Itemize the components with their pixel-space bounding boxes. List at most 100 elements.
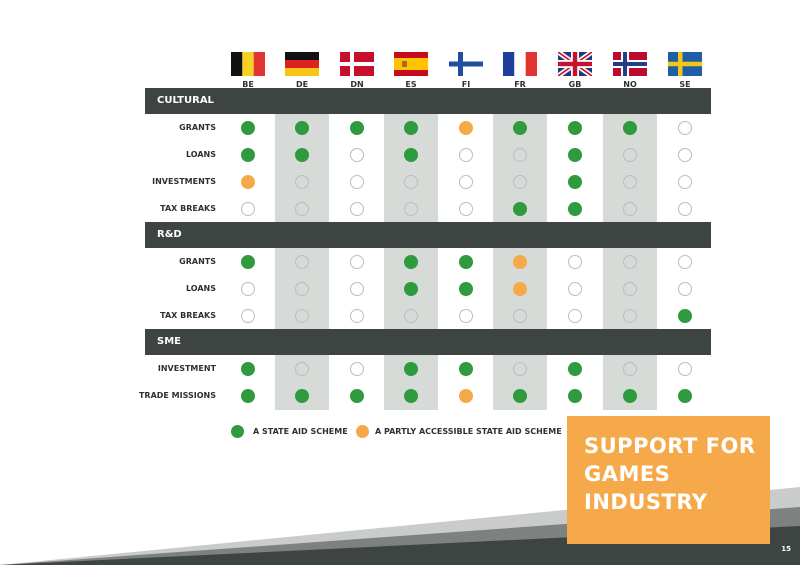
empty-dot: [459, 309, 473, 323]
flag-germany-icon: [285, 52, 319, 76]
empty-dot: [350, 309, 364, 323]
empty-dot: [678, 202, 692, 216]
section-header: SME: [145, 329, 711, 355]
country-code: DE: [295, 80, 309, 89]
state-aid-dot: [568, 202, 582, 216]
state-aid-dot: [241, 389, 255, 403]
empty-dot: [568, 282, 582, 296]
empty-dot: [568, 309, 582, 323]
row-label: INVESTMENTS: [152, 177, 216, 186]
section-title-line1: SUPPORT FOR: [584, 434, 756, 458]
empty-dot: [404, 202, 418, 216]
empty-dot: [295, 175, 309, 189]
empty-dot: [241, 202, 255, 216]
state-aid-dot: [459, 255, 473, 269]
empty-dot: [459, 175, 473, 189]
row-label: TRADE MISSIONS: [138, 391, 216, 400]
flag-finland-icon: [449, 52, 483, 76]
state-aid-dot: [241, 255, 255, 269]
empty-dot: [241, 282, 255, 296]
empty-dot: [350, 148, 364, 162]
empty-dot: [678, 148, 692, 162]
state-aid-dot: [241, 121, 255, 135]
page-number: 15: [781, 545, 791, 553]
empty-dot: [295, 255, 309, 269]
state-aid-dot: [350, 389, 364, 403]
state-aid-dot: [404, 389, 418, 403]
empty-dot: [295, 202, 309, 216]
row-label: GRANTS: [179, 257, 216, 266]
empty-dot: [404, 309, 418, 323]
row-label: TAX BREAKS: [160, 204, 216, 213]
empty-dot: [295, 282, 309, 296]
legend-orange-label: A PARTLY ACCESSIBLE STATE AID SCHEME: [375, 427, 562, 436]
state-aid-dot: [678, 309, 692, 323]
country-code: ES: [405, 80, 417, 89]
legend-green-label: A STATE AID SCHEME: [253, 427, 348, 436]
country-code: NO: [623, 80, 637, 89]
empty-dot: [350, 255, 364, 269]
state-aid-dot: [295, 121, 309, 135]
empty-dot: [678, 362, 692, 376]
empty-dot: [350, 362, 364, 376]
section-header: R&D: [145, 222, 711, 248]
state-aid-dot: [404, 362, 418, 376]
state-aid-dot: [350, 121, 364, 135]
state-aid-dot: [241, 362, 255, 376]
flag-norway-icon: [613, 52, 647, 76]
legend-green-dot: [231, 425, 244, 438]
partial-aid-dot: [459, 389, 473, 403]
empty-dot: [678, 175, 692, 189]
section-header-label: CULTURAL: [157, 95, 214, 106]
empty-dot: [459, 202, 473, 216]
state-aid-dot: [513, 121, 527, 135]
country-code: SE: [679, 80, 691, 89]
state-aid-dot: [404, 282, 418, 296]
state-aid-dot: [295, 389, 309, 403]
section-title: SUPPORT FOR GAMES INDUSTRY: [584, 432, 764, 516]
section-title-line2: GAMES: [584, 462, 671, 486]
partial-aid-dot: [513, 282, 527, 296]
state-aid-dot: [623, 389, 637, 403]
state-aid-dot: [513, 202, 527, 216]
empty-dot: [623, 309, 637, 323]
empty-dot: [678, 255, 692, 269]
empty-dot: [623, 255, 637, 269]
flag-france-icon: [503, 52, 537, 76]
state-aid-dot: [623, 121, 637, 135]
state-aid-dot: [404, 121, 418, 135]
row-label: INVESTMENT: [157, 364, 216, 373]
state-aid-dot: [513, 389, 527, 403]
row-label: GRANTS: [179, 123, 216, 132]
country-code: DN: [350, 80, 364, 89]
empty-dot: [623, 175, 637, 189]
flag-sweden-icon: [668, 52, 702, 76]
state-aid-dot: [568, 175, 582, 189]
state-aid-dot: [404, 148, 418, 162]
empty-dot: [295, 309, 309, 323]
flag-spain-icon: [394, 52, 428, 76]
state-aid-dot: [404, 255, 418, 269]
empty-dot: [350, 282, 364, 296]
empty-dot: [623, 202, 637, 216]
empty-dot: [513, 175, 527, 189]
empty-dot: [623, 282, 637, 296]
partial-aid-dot: [459, 121, 473, 135]
legend-orange-dot: [356, 425, 369, 438]
state-aid-dot: [568, 148, 582, 162]
empty-dot: [513, 148, 527, 162]
partial-aid-dot: [241, 175, 255, 189]
empty-dot: [623, 362, 637, 376]
empty-dot: [350, 202, 364, 216]
section-header-label: SME: [157, 336, 181, 347]
country-code: BE: [242, 80, 254, 89]
flag-belgium-icon: [231, 52, 265, 76]
state-aid-dot: [459, 362, 473, 376]
state-aid-dot: [241, 148, 255, 162]
empty-dot: [459, 148, 473, 162]
section-header: CULTURAL: [145, 88, 711, 114]
country-code: GB: [568, 80, 582, 89]
state-aid-dot: [568, 362, 582, 376]
country-code: FI: [461, 80, 471, 89]
empty-dot: [404, 175, 418, 189]
